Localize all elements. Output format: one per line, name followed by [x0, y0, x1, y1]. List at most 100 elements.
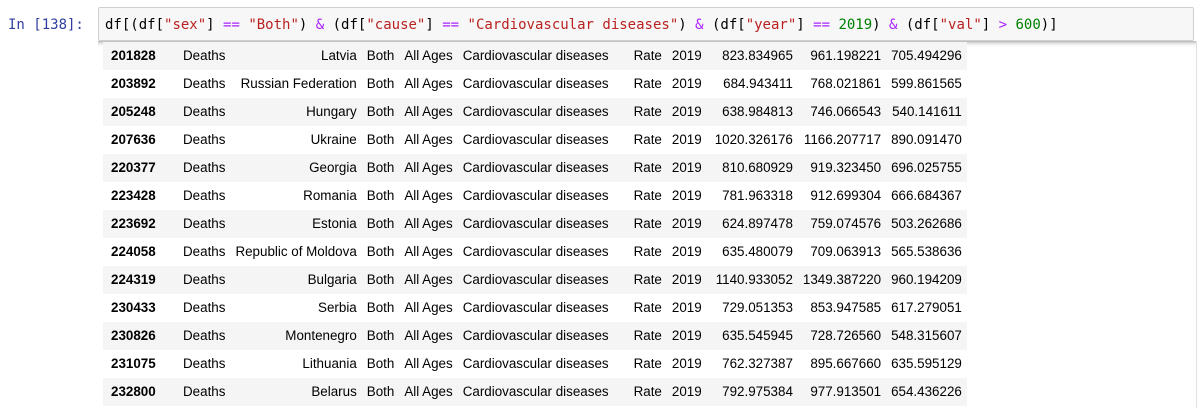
code-token: "sex" [164, 17, 207, 33]
cell-metric: Rate [633, 160, 662, 175]
code-token: "Cardiovascular diseases" [467, 17, 679, 33]
cell-sex: Both [366, 356, 395, 371]
cell-cause: Cardiovascular diseases [462, 216, 609, 231]
cell-year: 2019 [671, 188, 702, 203]
code-token: == [442, 17, 460, 33]
cell-sex: Both [366, 272, 395, 287]
code-token: (df[ [897, 17, 940, 33]
cell-sex: Both [366, 384, 395, 399]
cell-cause: Cardiovascular diseases [462, 188, 609, 203]
cell-age: All Ages [404, 328, 453, 343]
cell-age: All Ages [404, 272, 453, 287]
cell-upper: 728.726560 [810, 328, 882, 343]
code-token: "val" [939, 17, 982, 33]
code-token: df[(df[ [105, 17, 165, 33]
cell-cause: Cardiovascular diseases [462, 160, 609, 175]
cell-age: All Ages [404, 48, 453, 63]
cell-year: 2019 [671, 244, 702, 259]
cell-cause: Cardiovascular diseases [462, 48, 609, 63]
cell-location: Estonia [312, 216, 357, 231]
cell-sex: Both [366, 244, 395, 259]
cell-val: 638.984813 [722, 104, 793, 119]
cell-metric: Rate [633, 76, 662, 91]
code-token: & [889, 17, 898, 33]
cell-year: 2019 [671, 104, 702, 119]
table-row: 201828 Deaths Latvia Both All Ages Cardiovasc… [103, 42, 967, 70]
cell-location: Romania [303, 188, 357, 203]
cell-year: 2019 [671, 272, 702, 287]
cell-cause: Cardiovascular diseases [462, 244, 609, 259]
code-token: "Both" [248, 17, 299, 33]
cell-val: 635.545945 [722, 328, 793, 343]
cell-upper: 768.021861 [810, 76, 882, 91]
cell-metric: Rate [633, 328, 662, 343]
cell-age: All Ages [404, 384, 453, 399]
cell-sex: Both [366, 328, 395, 343]
cell-upper: 895.667660 [810, 356, 882, 371]
code-token: ) [298, 17, 316, 33]
code-token: )] [1040, 17, 1058, 33]
cell-upper: 1166.207717 [803, 132, 882, 147]
cell-lower: 565.538636 [891, 244, 962, 259]
cell-sex: Both [366, 188, 395, 203]
cell-measure: Deaths [183, 188, 226, 203]
cell-measure: Deaths [183, 132, 226, 147]
dataframe-table: 201828 Deaths Latvia Both All Ages Cardiovasc… [103, 42, 967, 406]
row-index: 224058 [111, 244, 156, 259]
cell-metric: Rate [633, 188, 662, 203]
table-row: 224319 Deaths Bulgaria Both All Ages Cardiova… [103, 266, 967, 294]
cell-location: Serbia [318, 300, 357, 315]
code-line[interactable]: df[(df["sex"] == "Both") & (df["cause"] … [105, 17, 1058, 33]
row-index: 223692 [111, 216, 156, 231]
cell-age: All Ages [404, 188, 453, 203]
cell-lower: 617.279051 [891, 300, 962, 315]
cell-year: 2019 [671, 160, 702, 175]
table-row: 203892 Deaths Russian Federation Both All Ag… [103, 70, 967, 98]
cell-output: 201828 Deaths Latvia Both All Ages Cardiovasc… [0, 41, 1200, 408]
cell-sex: Both [366, 160, 395, 175]
table-row: 232800 Deaths Belarus Both All Ages Cardiovas… [103, 378, 967, 406]
cell-sex: Both [366, 216, 395, 231]
cell-metric: Rate [633, 384, 662, 399]
cell-val: 1020.326176 [714, 132, 793, 147]
table-row: 224058 Deaths Republic of Moldova Both All A… [103, 238, 967, 266]
cell-measure: Deaths [183, 300, 226, 315]
cell-year: 2019 [671, 384, 702, 399]
code-token: ] [981, 17, 999, 33]
cell-year: 2019 [671, 356, 702, 371]
code-token: "year" [745, 17, 797, 33]
cell-metric: Rate [633, 216, 662, 231]
cell-lower: 540.141611 [892, 104, 962, 119]
cell-age: All Ages [404, 76, 453, 91]
cell-location: Belarus [311, 384, 357, 399]
code-cell-input[interactable]: df[(df["sex"] == "Both") & (df["cause"] … [98, 7, 1194, 41]
table-row: 231075 Deaths Lithuania Both All Ages Cardiov… [103, 350, 967, 378]
cell-prompt: In [138]: [8, 17, 84, 33]
cell-location: Hungary [306, 104, 357, 119]
cell-year: 2019 [671, 76, 702, 91]
cell-measure: Deaths [183, 272, 226, 287]
cell-metric: Rate [633, 272, 662, 287]
row-index: 232800 [111, 384, 156, 399]
table-row: 220377 Deaths Georgia Both All Ages Cardiovas… [103, 154, 967, 182]
cell-measure: Deaths [183, 48, 226, 63]
cell-cause: Cardiovascular diseases [462, 76, 609, 91]
code-token: > [998, 17, 1008, 33]
table-row: 207636 Deaths Ukraine Both All Ages Cardiovas… [103, 126, 967, 154]
cell-lower: 503.262686 [891, 216, 962, 231]
cell-year: 2019 [671, 328, 702, 343]
cell-metric: Rate [633, 244, 662, 259]
cell-sex: Both [366, 76, 395, 91]
code-token: 2019 [838, 17, 873, 33]
cell-location: Georgia [309, 160, 357, 175]
cell-cause: Cardiovascular diseases [462, 104, 609, 119]
dataframe-body: 201828 Deaths Latvia Both All Ages Cardiovasc… [103, 42, 967, 406]
cell-metric: Rate [633, 356, 662, 371]
code-token [1007, 17, 1015, 33]
cell-lower: 890.091470 [891, 132, 962, 147]
cell-sex: Both [366, 132, 395, 147]
cell-val: 823.834965 [722, 48, 793, 63]
cell-upper: 1349.387220 [802, 272, 882, 287]
cell-location: Montenegro [285, 328, 357, 343]
cell-sex: Both [366, 48, 395, 63]
